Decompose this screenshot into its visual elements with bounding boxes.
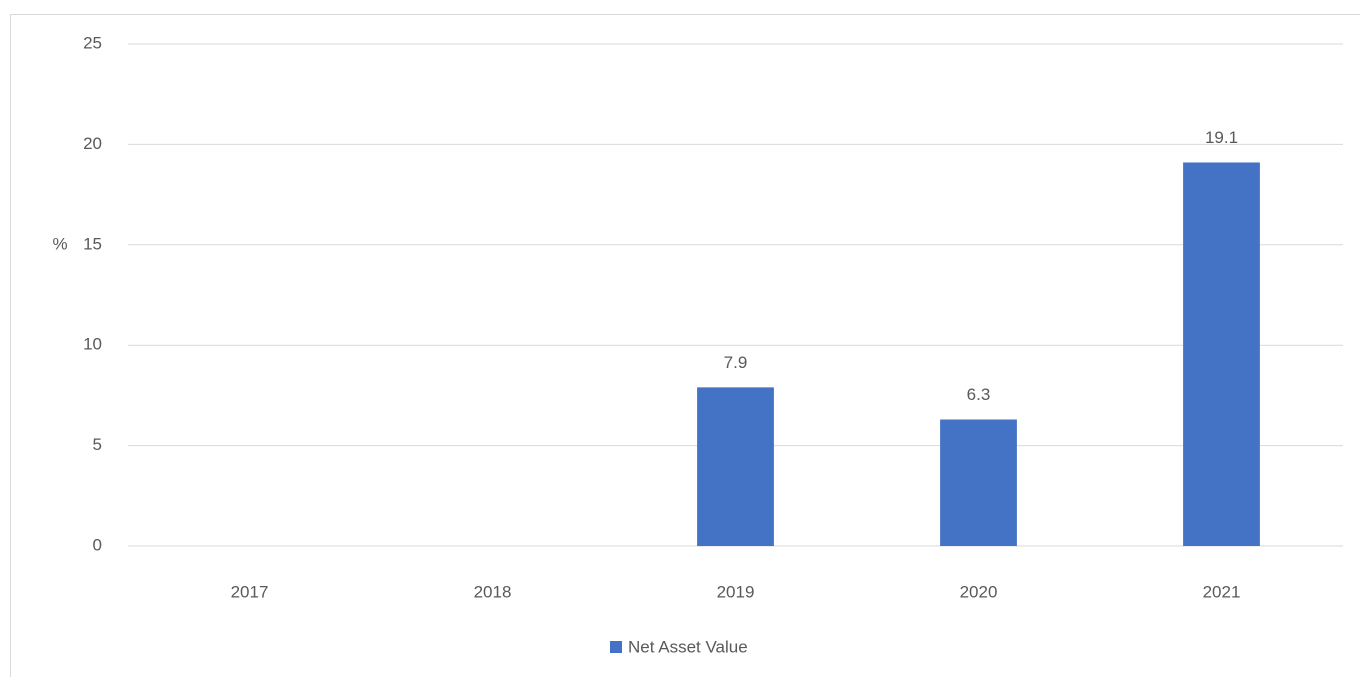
y-axis-label: % <box>52 234 67 253</box>
y-tick-label: 25 <box>83 33 102 52</box>
legend-label: Net Asset Value <box>628 637 748 656</box>
legend-swatch <box>610 641 622 653</box>
chart-frame <box>10 14 1360 677</box>
bar <box>1183 162 1260 547</box>
y-tick-label: 20 <box>83 134 102 153</box>
x-tick-label: 2021 <box>1203 582 1241 601</box>
x-tick-label: 2020 <box>960 582 998 601</box>
x-tick-label: 2017 <box>231 582 269 601</box>
x-tick-label: 2019 <box>717 582 755 601</box>
y-tick-label: 5 <box>93 435 102 454</box>
bar <box>940 419 1017 546</box>
y-tick-label: 10 <box>83 335 102 354</box>
data-label: 7.9 <box>724 353 748 372</box>
bar <box>697 387 774 546</box>
y-tick-label: 0 <box>93 535 102 554</box>
data-label: 19.1 <box>1205 128 1238 147</box>
data-label: 6.3 <box>967 385 991 404</box>
y-tick-label: 15 <box>83 234 102 253</box>
x-tick-label: 2018 <box>474 582 512 601</box>
